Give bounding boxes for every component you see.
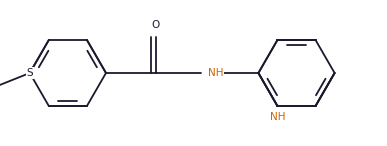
Text: O: O: [152, 20, 160, 30]
Text: NH: NH: [270, 112, 285, 122]
Text: NH: NH: [208, 68, 224, 78]
Text: S: S: [26, 68, 33, 78]
